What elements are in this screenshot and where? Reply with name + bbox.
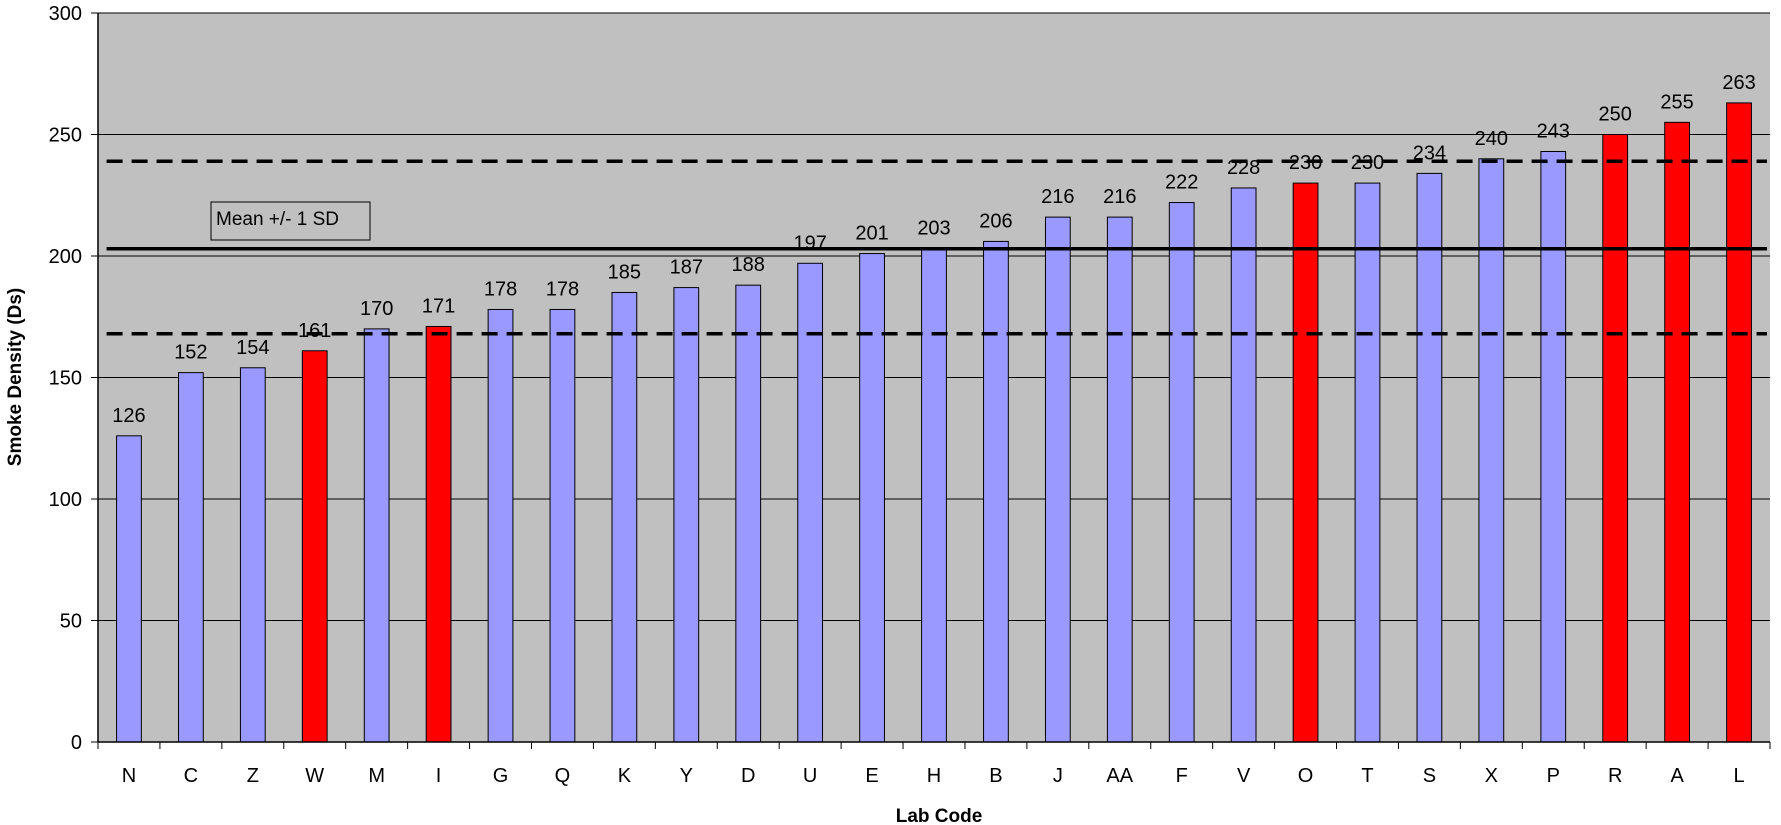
- x-tick-label-o: O: [1298, 765, 1314, 787]
- bar-c: [178, 372, 204, 743]
- bars: [116, 102, 1752, 743]
- data-label-d: 188: [732, 254, 765, 276]
- y-tick-label-250: 250: [49, 125, 82, 147]
- y-tick-label-50: 50: [60, 611, 82, 633]
- y-tick-label-100: 100: [49, 489, 82, 511]
- bar-x: [1478, 158, 1505, 743]
- x-tick-label-q: Q: [555, 765, 571, 787]
- y-tick-label-300: 300: [49, 3, 82, 25]
- bar-a: [1664, 121, 1690, 743]
- data-label-r: 250: [1598, 104, 1631, 126]
- bar-m: [363, 328, 390, 743]
- x-tick-label-b: B: [989, 765, 1002, 787]
- y-tick-label-150: 150: [49, 368, 82, 390]
- x-tick-label-d: D: [741, 765, 755, 787]
- x-tick-label-u: U: [803, 765, 817, 787]
- data-label-v: 228: [1227, 157, 1260, 179]
- bar-v: [1230, 187, 1257, 743]
- x-tick-label-v: V: [1237, 765, 1251, 787]
- bar-i: [425, 325, 452, 743]
- legend-frame: [210, 201, 371, 241]
- bar-d: [735, 284, 762, 743]
- x-tick-label-j: J: [1053, 765, 1063, 787]
- bar-k: [611, 291, 638, 743]
- data-label-n: 126: [112, 405, 145, 427]
- y-tick-label-200: 200: [49, 246, 82, 268]
- legend-box: Mean +/- 1 SD: [210, 201, 371, 241]
- bar-h: [921, 248, 947, 743]
- bar-aa: [1106, 216, 1133, 743]
- data-label-g: 178: [484, 278, 517, 300]
- data-label-u: 197: [793, 232, 826, 254]
- x-tick-label-aa: AA: [1106, 765, 1133, 787]
- bar-b: [983, 240, 1009, 743]
- data-label-p: 243: [1537, 121, 1570, 143]
- bar-q: [549, 308, 576, 743]
- data-label-i: 171: [422, 295, 455, 317]
- x-tick-label-r: R: [1608, 765, 1622, 787]
- x-tick-label-a: A: [1670, 765, 1684, 787]
- x-tick-label-z: Z: [247, 765, 259, 787]
- x-tick-label-w: W: [305, 765, 324, 787]
- data-label-c: 152: [174, 342, 207, 364]
- data-label-o: 230: [1289, 152, 1322, 174]
- x-tick-label-n: N: [122, 765, 136, 787]
- x-tick-label-i: I: [436, 765, 442, 787]
- data-label-m: 170: [360, 298, 393, 320]
- x-axis-title: Lab Code: [896, 806, 983, 825]
- y-axis-title: Smoke Density (Ds): [5, 288, 26, 466]
- bar-r: [1602, 134, 1629, 743]
- bar-s: [1416, 172, 1443, 743]
- bar-l: [1726, 102, 1752, 743]
- x-tick-label-s: S: [1423, 765, 1436, 787]
- bar-y: [673, 287, 700, 743]
- bar-z: [239, 367, 266, 743]
- data-label-aa: 216: [1103, 186, 1136, 208]
- x-tick-label-k: K: [618, 765, 632, 787]
- x-tick-label-p: P: [1547, 765, 1560, 787]
- x-tick-label-g: G: [493, 765, 509, 787]
- x-tick-label-m: M: [368, 765, 385, 787]
- data-label-l: 263: [1722, 72, 1755, 94]
- bar-j: [1044, 216, 1071, 743]
- x-tick-label-x: X: [1485, 765, 1498, 787]
- x-tick-label-e: E: [865, 765, 878, 787]
- axes: 0 50 100 150 200 250 300 N C Z W M I G Q K Y D U E H B J AA F V O T…: [49, 3, 1771, 787]
- data-label-w: 161: [298, 320, 331, 342]
- data-label-a: 255: [1660, 91, 1693, 113]
- x-tick-label-c: C: [184, 765, 198, 787]
- x-tick-label-t: T: [1361, 765, 1373, 787]
- data-label-t: 230: [1351, 152, 1384, 174]
- reference-lines: [106, 159, 1767, 336]
- bar-u: [797, 262, 824, 743]
- bar-e: [859, 253, 885, 743]
- data-label-f: 222: [1165, 172, 1198, 194]
- data-label-b: 206: [979, 210, 1012, 232]
- bar-p: [1540, 151, 1567, 743]
- data-label-e: 201: [855, 223, 888, 245]
- bar-n: [116, 435, 142, 743]
- data-labels: 126 152 154 161 170 171 178 178 185 187 188 197 201 2…: [112, 72, 1755, 427]
- bar-g: [487, 308, 514, 743]
- data-label-y: 187: [670, 257, 703, 279]
- data-label-k: 185: [608, 261, 641, 283]
- data-label-q: 178: [546, 278, 579, 300]
- y-tick-label-0: 0: [71, 732, 82, 754]
- bar-o: [1292, 182, 1319, 743]
- data-label-x: 240: [1475, 128, 1508, 150]
- x-tick-label-f: F: [1176, 765, 1188, 787]
- data-label-j: 216: [1041, 186, 1074, 208]
- data-label-h: 203: [917, 218, 950, 240]
- x-tick-label-y: Y: [680, 765, 693, 787]
- data-label-z: 154: [236, 337, 269, 359]
- bar-w: [301, 350, 328, 743]
- legend-annotation: Mean +/- 1 SD: [216, 209, 339, 230]
- bar-t: [1354, 182, 1381, 743]
- data-label-s: 234: [1413, 142, 1446, 164]
- x-tick-label-h: H: [927, 765, 941, 787]
- bar-f: [1168, 202, 1195, 743]
- x-tick-label-l: L: [1733, 765, 1744, 787]
